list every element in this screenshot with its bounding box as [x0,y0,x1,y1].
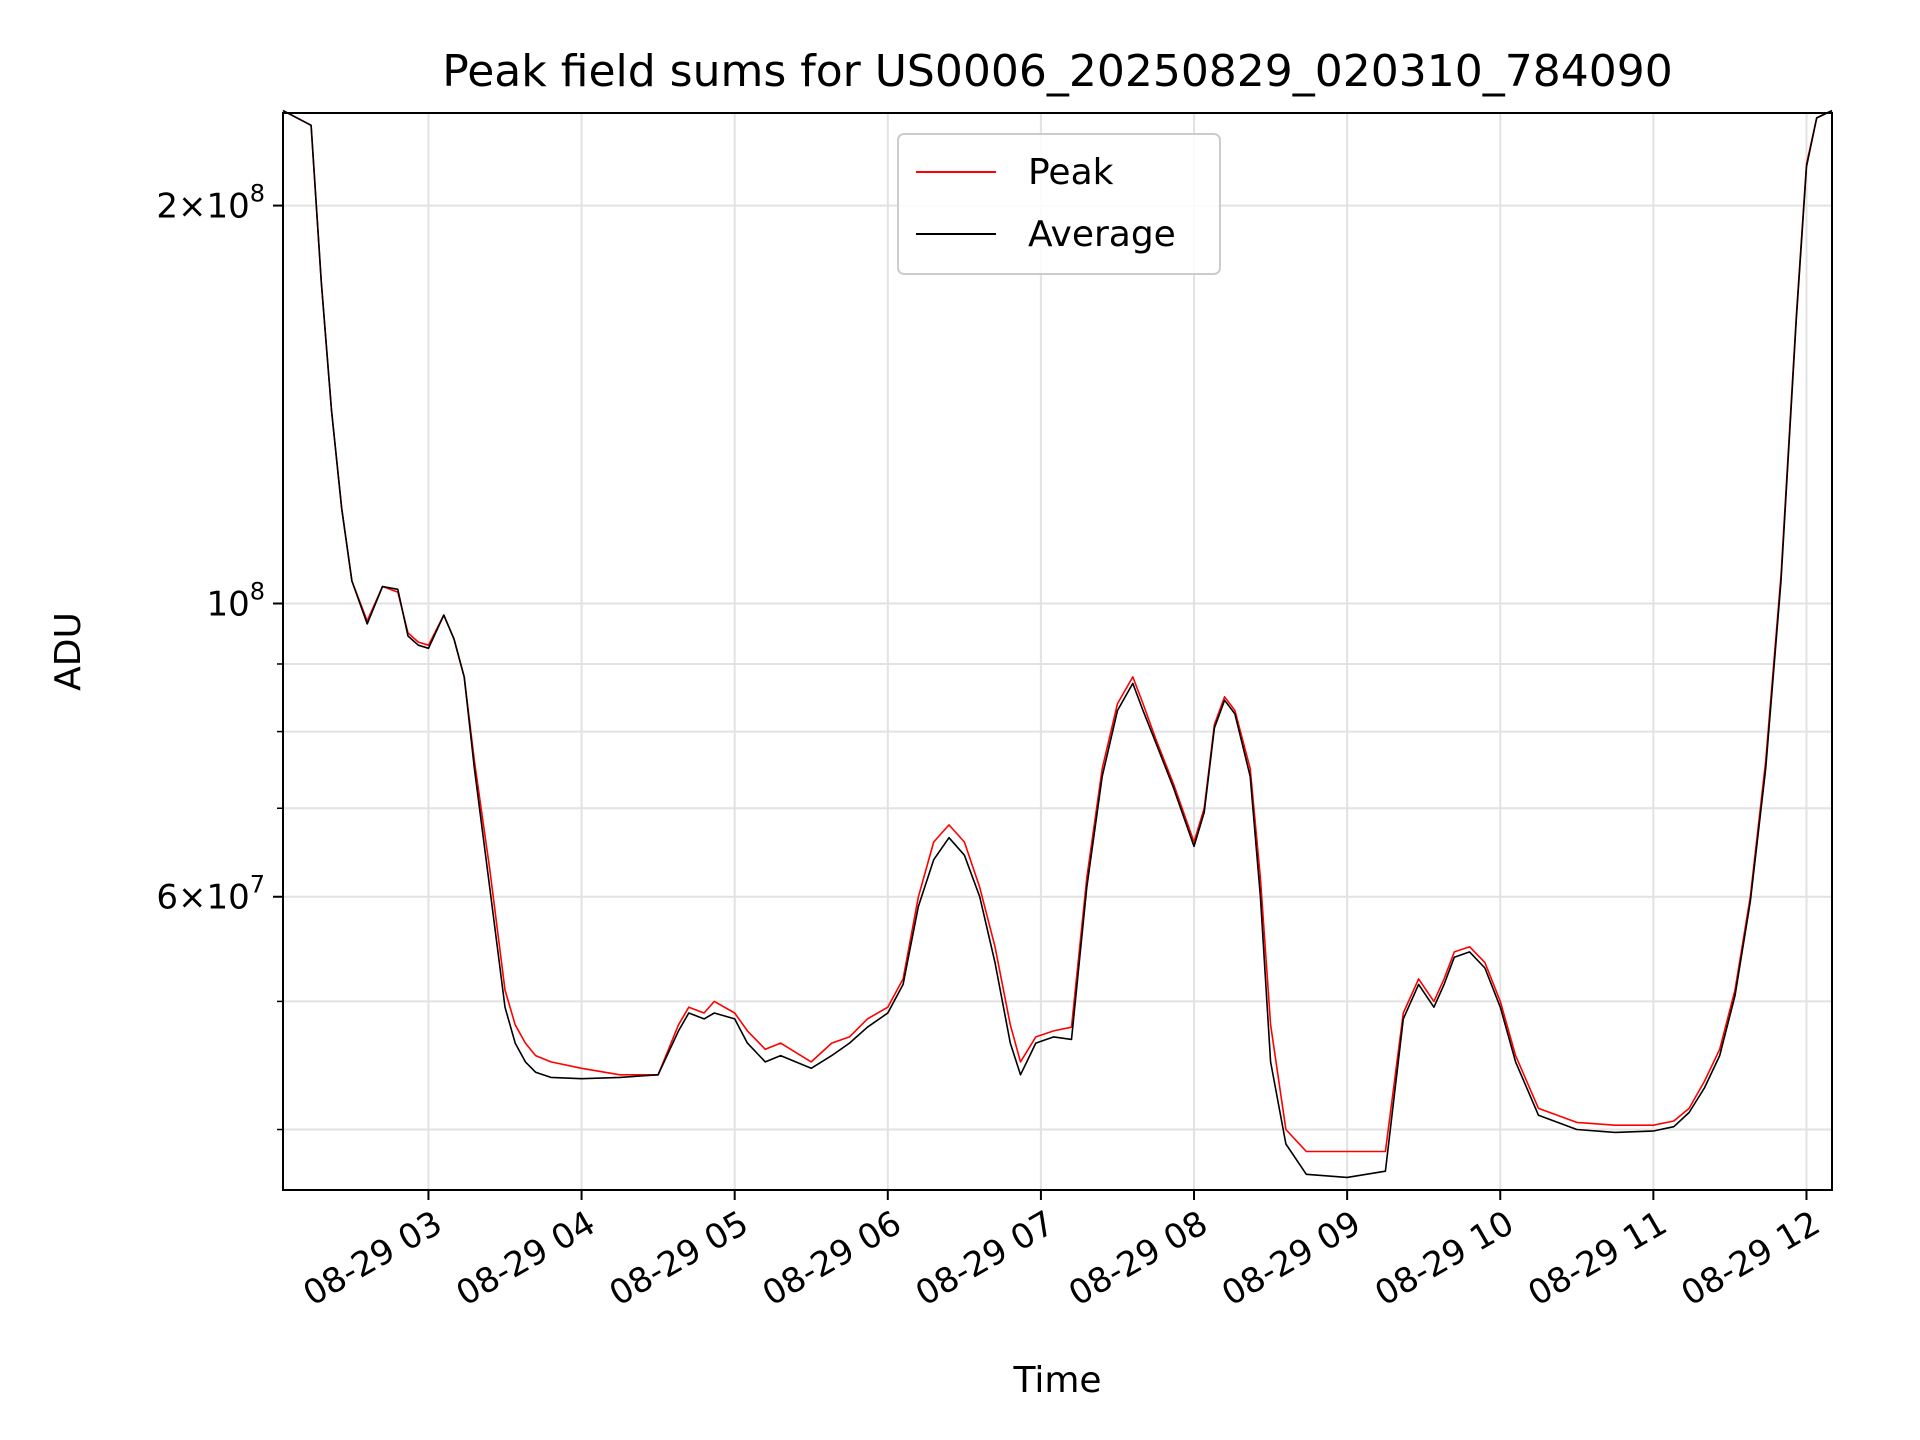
x-tick-label: 08-29 12 [1675,1203,1827,1314]
x-axis-ticks: 08-29 03 08-29 04 08-29 05 08-29 06 08-29 07… [297,1190,1827,1314]
legend: Peak Average [897,133,1221,275]
x-tick-label: 08-29 08 [1062,1203,1214,1314]
grid [283,113,1832,1190]
legend-label-average: Average [1028,214,1176,255]
plot-frame [282,112,1833,1191]
legend-label-peak: Peak [1028,152,1114,193]
y-tick-label: 2×108 [156,180,265,227]
x-tick-label: 08-29 04 [450,1203,602,1314]
y-axis-ticks: 2×108 108 6×107 [156,180,283,1131]
series-line-average [282,109,1833,1179]
x-tick-label: 08-29 03 [297,1203,449,1314]
x-axis-label: Time [1012,1360,1101,1401]
series-line-peak [282,109,1833,1153]
x-tick-label: 08-29 11 [1521,1203,1673,1314]
y-tick-label: 108 [206,577,265,624]
series-layer [282,109,1833,1179]
x-tick-label: 08-29 06 [756,1203,908,1314]
x-tick-label: 08-29 10 [1368,1203,1520,1314]
y-axis-label: ADU [48,612,89,691]
x-tick-label: 08-29 09 [1215,1203,1367,1314]
legend-box [897,133,1221,275]
chart-title: Peak field sums for US0006_20250829_0203… [442,46,1672,97]
x-tick-label: 08-29 05 [603,1203,755,1314]
y-tick-label: 6×107 [156,871,265,918]
x-tick-label: 08-29 07 [909,1203,1061,1314]
